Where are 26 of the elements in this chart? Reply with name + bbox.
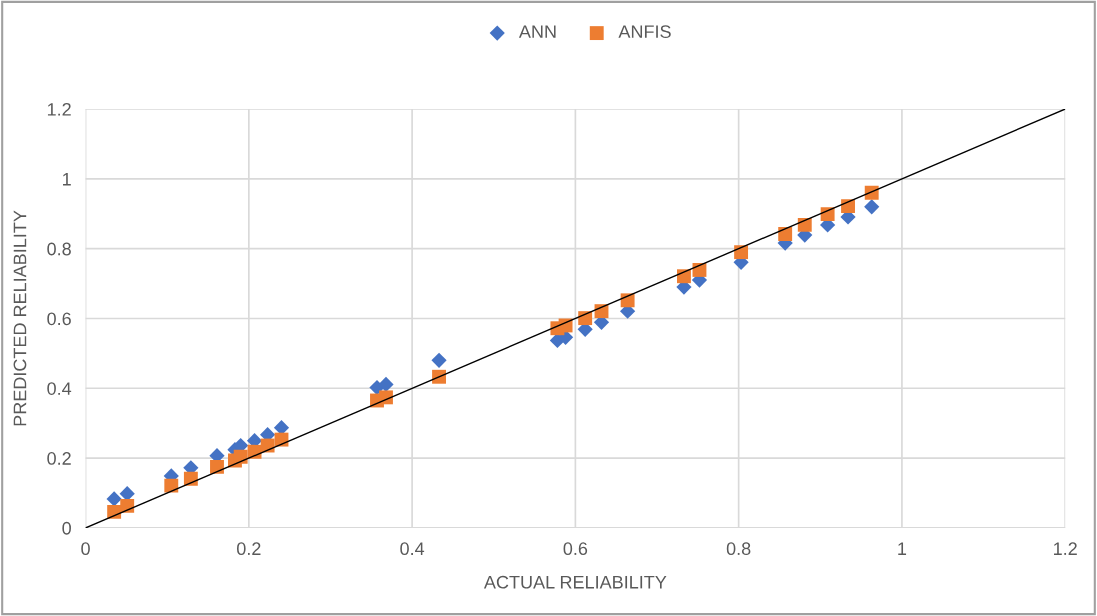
point: [734, 245, 749, 260]
point: [164, 478, 179, 493]
x-tick-label: 0.2: [236, 542, 261, 556]
point: [431, 352, 447, 368]
x-tick-label: 0: [81, 542, 90, 556]
y-tick-label: 1.2: [47, 102, 71, 116]
x-tick-label: 0.8: [726, 542, 751, 556]
y-tick-label: 0.6: [47, 312, 71, 326]
y-tick-label: 0.8: [47, 242, 71, 256]
point: [120, 498, 135, 513]
y-axis-title: PREDICTED RELIABILITY: [13, 210, 27, 426]
y-tick-label: 0.4: [47, 382, 72, 396]
point: [864, 199, 880, 215]
y-tick-label: 1: [63, 172, 71, 186]
x-tick-label: 1.2: [1054, 542, 1077, 555]
point: [106, 491, 122, 507]
legend-label: ANN: [518, 25, 556, 38]
y-tick-label: 0.2: [47, 452, 71, 465]
x-tick-label: 1: [898, 542, 907, 555]
point: [778, 227, 793, 241]
point: [378, 376, 394, 393]
x-axis-title: ACTUAL RELIABILITY: [483, 575, 667, 589]
x-tick-label: 0.4: [400, 542, 425, 556]
x-tick-label: 0.6: [563, 542, 588, 556]
y-tick-label: 0: [62, 521, 71, 535]
legend-label: ANFIS: [618, 25, 671, 39]
